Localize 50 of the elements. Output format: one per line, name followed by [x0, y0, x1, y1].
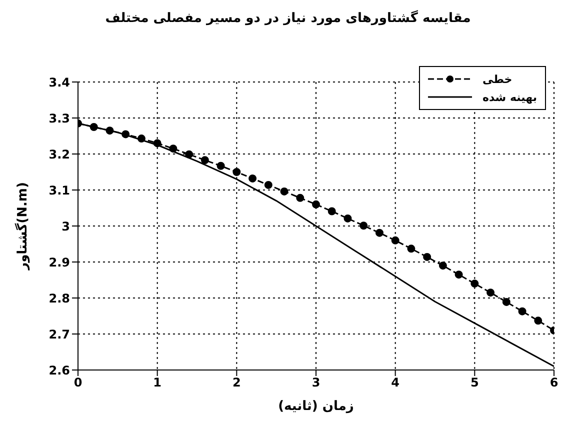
- x-tick-label: 2: [232, 376, 241, 390]
- x-tick-label: 0: [74, 376, 82, 390]
- x-tick-label: 4: [391, 376, 400, 390]
- point: [280, 187, 288, 196]
- point: [360, 222, 368, 230]
- point: [216, 162, 225, 170]
- y-tick-label: 3.4: [48, 75, 70, 90]
- point: [264, 180, 272, 189]
- legend-label: بهینه شده: [482, 90, 537, 104]
- point: [169, 144, 178, 153]
- point: [90, 123, 98, 131]
- x-tick-label: 3: [312, 376, 320, 390]
- y-tick-label: 2.8: [48, 291, 70, 306]
- point: [518, 307, 526, 316]
- y-tick-label: 2.7: [48, 327, 70, 342]
- point: [438, 262, 447, 270]
- point: [375, 228, 384, 237]
- point: [454, 270, 463, 279]
- point: [486, 288, 495, 297]
- x-tick-label: 6: [550, 376, 558, 390]
- y-axis-title: گشتاور(N.m): [14, 182, 31, 271]
- point: [391, 236, 400, 244]
- point: [153, 139, 162, 148]
- x-tick-label: 5: [470, 376, 479, 390]
- x-axis-title: زمان (ثانیه): [278, 399, 354, 414]
- point: [185, 150, 194, 158]
- x-tick-label: 1: [153, 376, 162, 390]
- chart-title: مقایسه گشتاورهای مورد نیاز در دو مسیر مفصلی مختلف: [104, 9, 472, 28]
- point: [407, 244, 416, 253]
- legend-label: خطی: [482, 72, 512, 86]
- point: [344, 214, 352, 222]
- y-tick-label: 3.1: [48, 183, 70, 198]
- point: [248, 174, 257, 182]
- point: [137, 134, 146, 143]
- point: [122, 130, 130, 138]
- point: [423, 252, 432, 261]
- point: [106, 126, 114, 135]
- y-tick-label: 2.6: [48, 363, 70, 378]
- y-tick-label: 3: [62, 219, 70, 234]
- point: [534, 316, 542, 325]
- y-tick-label: 2.9: [48, 255, 70, 270]
- point: [200, 156, 209, 164]
- point: [312, 200, 320, 208]
- point: [232, 168, 241, 176]
- point: [296, 194, 304, 202]
- point: [470, 280, 479, 288]
- point: [328, 207, 336, 216]
- y-tick-label: 3.3: [48, 111, 70, 126]
- point: [502, 298, 510, 306]
- y-tick-label: 3.2: [48, 147, 70, 162]
